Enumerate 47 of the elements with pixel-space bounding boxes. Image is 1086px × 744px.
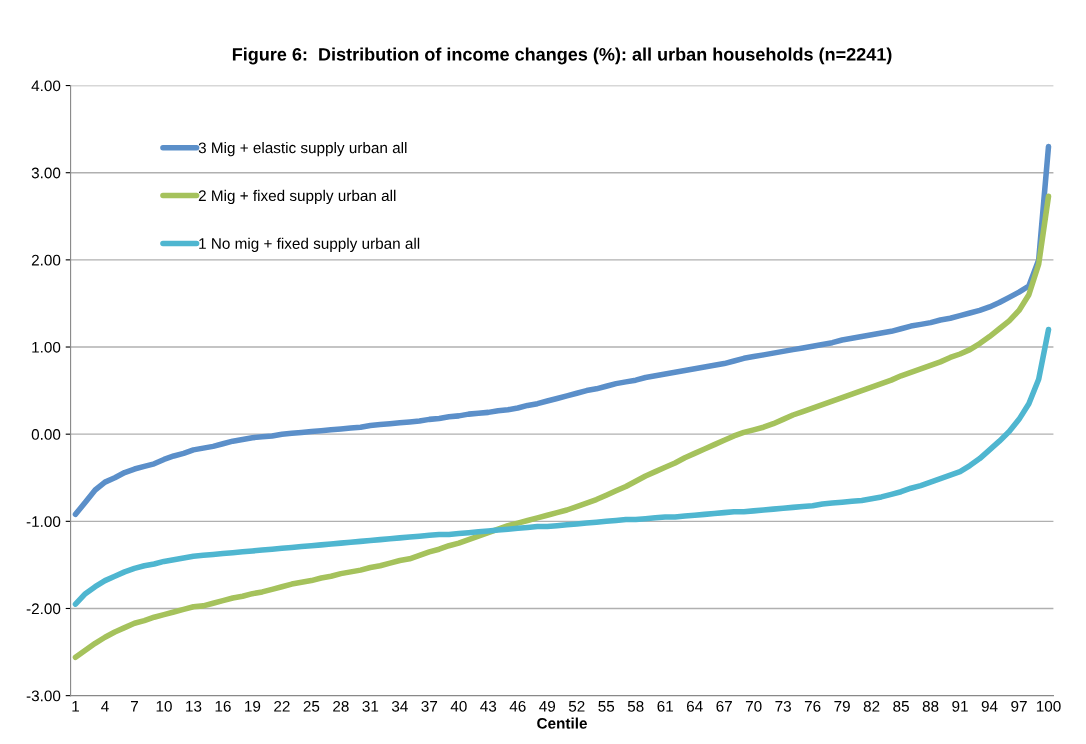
x-tick-label: 91 (952, 700, 968, 712)
y-tick-label: -3.00 (26, 690, 61, 702)
x-tick-label: 1 (72, 701, 80, 712)
x-tick-label: 4 (101, 701, 109, 712)
y-tick-label: 4.00 (31, 80, 61, 92)
x-tick-label: 19 (245, 700, 261, 712)
x-tick-label: 70 (745, 700, 762, 712)
x-tick-label: 52 (568, 700, 585, 712)
x-tick-label: 46 (509, 700, 526, 712)
y-tick-label: 3.00 (31, 167, 61, 179)
x-tick-label: 64 (686, 700, 703, 712)
x-tick-label: 37 (421, 700, 438, 712)
x-tick-label: 43 (480, 700, 497, 712)
x-tick-label: 73 (775, 700, 791, 712)
x-tick-label: 94 (981, 700, 998, 712)
x-tick-label: 34 (391, 700, 408, 712)
x-tick-label: 82 (863, 700, 880, 712)
x-tick-label: 16 (215, 700, 231, 712)
x-tick-label: 76 (804, 700, 821, 712)
x-tick-label: 88 (922, 700, 939, 712)
chart-title: Figure 6: Distribution of income changes (%): all urban households (n=2241) (232, 47, 892, 65)
x-tick-label: 61 (657, 700, 673, 712)
y-tick-label: -2.00 (26, 603, 61, 615)
y-tick-label: 1.00 (32, 341, 61, 353)
x-tick-label: 67 (716, 700, 732, 712)
legend-label: 2 Mig + fixed supply urban all (198, 189, 396, 205)
y-tick-label: 0.00 (31, 429, 61, 440)
x-tick-label: 10 (156, 700, 172, 712)
x-tick-label: 100 (1036, 700, 1061, 712)
x-tick-label: 31 (362, 700, 379, 712)
y-tick-label: -1.00 (26, 516, 61, 528)
x-tick-label: 97 (1011, 700, 1027, 712)
x-tick-label: 58 (627, 700, 644, 712)
legend-label: 1 No mig + fixed supply urban all (199, 237, 420, 252)
x-tick-label: 13 (186, 700, 202, 712)
y-tick-label: 2.00 (31, 254, 61, 266)
x-tick-label: 25 (303, 700, 320, 712)
legend-label: 3 Mig + elastic supply urban all (198, 142, 407, 157)
x-tick-label: 55 (598, 701, 615, 712)
x-tick-label: 85 (893, 700, 909, 712)
x-tick-label: 7 (131, 701, 138, 712)
x-tick-label: 28 (333, 700, 349, 712)
x-tick-label: 79 (834, 700, 850, 712)
x-axis-title: Centile (537, 717, 587, 729)
x-tick-label: 22 (274, 700, 290, 712)
x-tick-label: 40 (450, 700, 467, 712)
x-tick-label: 49 (539, 700, 556, 712)
